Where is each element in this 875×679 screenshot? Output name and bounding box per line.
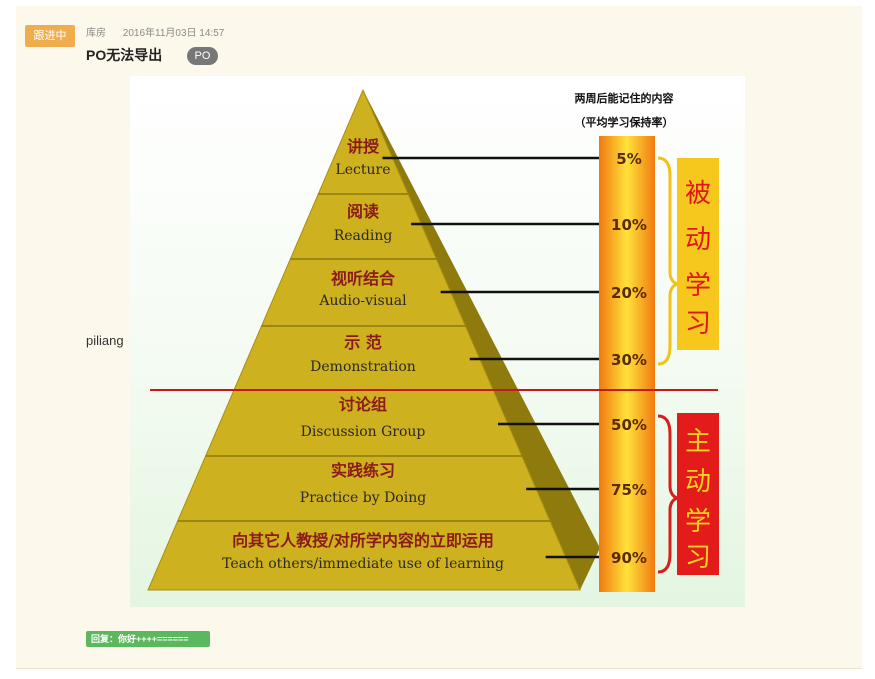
level-label-zh: 实践练习 (331, 461, 395, 480)
retention-header: 两周后能记住的内容 (575, 91, 674, 105)
post-title[interactable]: PO无法导出 (86, 47, 163, 63)
active-learning-label: 主 动 学 习 (685, 427, 711, 573)
level-label-zh: 视听结合 (331, 269, 396, 288)
pyramid-side (363, 90, 600, 590)
level-label-en: Demonstration (310, 359, 416, 375)
retention-percentages: 5% 10% 20% 30% 50% 75% 90% (611, 150, 647, 567)
retention-percentage: 90% (611, 549, 647, 567)
passive-char-1: 被 (685, 179, 711, 209)
level-label-en: Practice by Doing (300, 490, 426, 506)
author-name[interactable]: 库房 (86, 28, 106, 39)
level-label-zh: 示 范 (344, 333, 382, 352)
level-label-en: Teach others/immediate use of learning (222, 556, 504, 572)
leader-lines (382, 156, 610, 559)
pyramid-face (147, 88, 581, 591)
retention-percentage: 20% (611, 284, 647, 302)
level-label-zh: 阅读 (347, 202, 379, 221)
side-label: piliang (86, 333, 124, 348)
learning-pyramid-svg: 被 动 学 习 主 动 学 习 两周后能记住的内容 （平均学习保持率） 讲授 Le… (130, 76, 745, 607)
passive-char-2: 动 (685, 225, 711, 255)
status-badge: 跟进中 (25, 25, 75, 47)
level-label-zh: 讨论组 (339, 395, 387, 414)
learning-pyramid-image[interactable]: 被 动 学 习 主 动 学 习 两周后能记住的内容 （平均学习保持率） 讲授 Le… (130, 76, 745, 607)
level-label-en: Audio-visual (318, 293, 407, 309)
active-char-2: 动 (685, 467, 711, 497)
post-meta: 库房 2016年11月03日 14:57 (86, 24, 224, 39)
retention-percentage: 50% (611, 416, 647, 434)
retention-percentage: 5% (616, 150, 641, 168)
retention-bar (599, 136, 655, 592)
level-label-zh: 讲授 (347, 137, 380, 156)
retention-percentage: 30% (611, 351, 647, 369)
passive-char-3: 学 (685, 271, 711, 301)
level-label-en: Lecture (335, 162, 390, 178)
level-label-en: Discussion Group (301, 424, 426, 440)
level-label-en: Reading (334, 228, 393, 244)
reply-button[interactable]: 回复：你好++++====== (86, 631, 210, 647)
active-char-1: 主 (685, 427, 711, 457)
retention-subheader: （平均学习保持率） (575, 115, 674, 129)
pyramid-level-labels: 讲授 Lecture 阅读 Reading 视听结合 Audio-visual 示 范 Dem… (222, 137, 504, 572)
passive-learning-box (677, 158, 719, 350)
tag-badge[interactable]: PO (187, 47, 218, 65)
level-label-zh: 向其它人教授/对所学内容的立即运用 (232, 531, 494, 550)
passive-char-4: 习 (685, 309, 711, 339)
active-char-4: 习 (685, 543, 711, 573)
retention-percentage: 10% (611, 216, 647, 234)
retention-percentage: 75% (611, 481, 647, 499)
active-learning-box (677, 413, 719, 575)
passive-learning-label: 被 动 学 习 (685, 179, 711, 339)
active-char-3: 学 (685, 507, 711, 537)
timestamp: 2016年11月03日 14:57 (122, 28, 225, 39)
